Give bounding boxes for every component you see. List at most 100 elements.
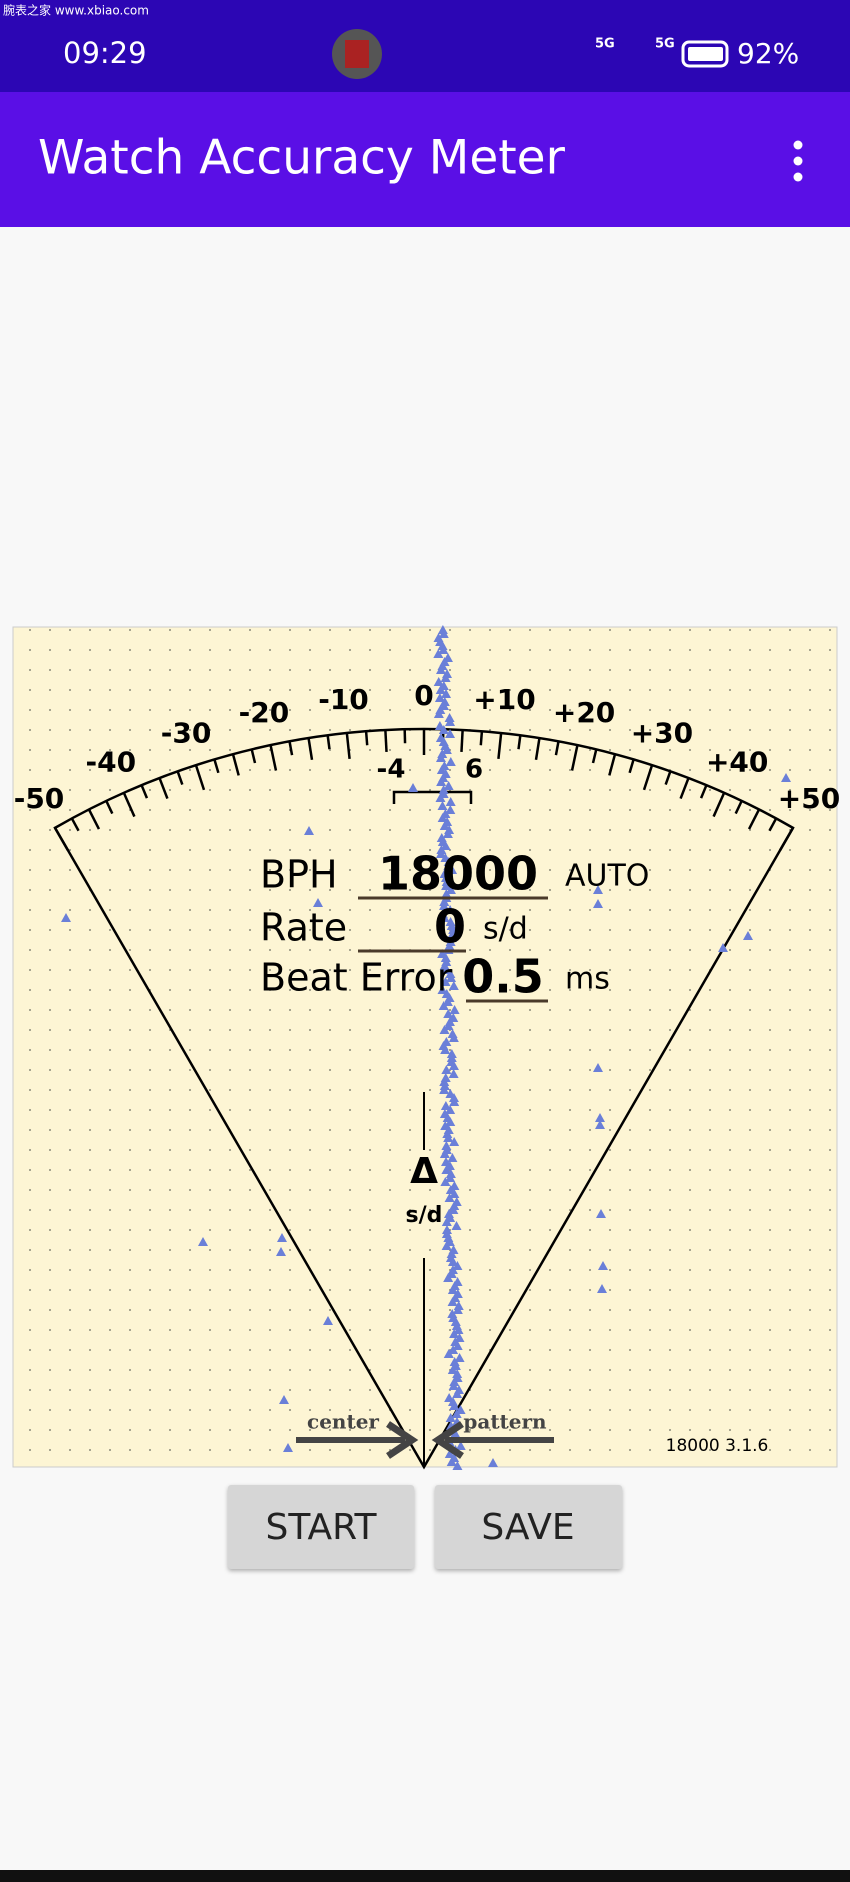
beat-mark bbox=[441, 689, 452, 698]
beat-mark bbox=[442, 997, 453, 1006]
beat-mark bbox=[442, 829, 453, 838]
beat-mark bbox=[439, 913, 450, 922]
beat-mark bbox=[279, 1395, 289, 1404]
beat-mark bbox=[440, 1045, 451, 1054]
scale-label: -30 bbox=[161, 717, 212, 750]
dial-tick bbox=[778, 827, 795, 852]
beat-mark bbox=[323, 1316, 333, 1325]
beat-mark bbox=[445, 1413, 456, 1422]
save-button[interactable]: SAVE bbox=[435, 1485, 622, 1569]
beat-mark bbox=[781, 773, 791, 782]
reading-value: 18000 bbox=[378, 847, 538, 901]
beat-mark bbox=[743, 931, 753, 940]
beat-mark bbox=[445, 1117, 456, 1126]
dial-tick bbox=[122, 792, 136, 818]
inner-bracket bbox=[392, 790, 473, 804]
beat-mark bbox=[445, 1169, 456, 1178]
beat-mark bbox=[437, 985, 448, 994]
button-label: SAVE bbox=[481, 1507, 574, 1548]
dial-tick bbox=[642, 764, 654, 791]
beat-mark bbox=[441, 1217, 452, 1226]
beat-mark bbox=[439, 1025, 450, 1034]
beat-mark bbox=[445, 717, 456, 726]
beat-mark bbox=[435, 849, 446, 858]
scale-label: -20 bbox=[239, 696, 290, 729]
dial-tick bbox=[176, 770, 184, 785]
dial-tick bbox=[628, 759, 635, 774]
beat-mark bbox=[439, 1077, 450, 1086]
scale-label: +30 bbox=[631, 717, 693, 750]
beat-mark bbox=[433, 649, 444, 658]
beat-mark bbox=[445, 1173, 456, 1182]
beat-mark bbox=[304, 826, 314, 835]
beat-mark bbox=[598, 1261, 608, 1270]
beat-mark bbox=[440, 1177, 451, 1186]
beat-mark bbox=[446, 1053, 457, 1062]
beat-mark bbox=[313, 898, 323, 907]
beat-mark bbox=[441, 1165, 452, 1174]
beat-mark bbox=[448, 1033, 459, 1042]
beat-mark bbox=[593, 899, 603, 908]
scale-label: -40 bbox=[86, 746, 137, 779]
beat-mark bbox=[447, 1153, 458, 1162]
beat-mark bbox=[595, 1120, 605, 1129]
scale-label: +10 bbox=[473, 683, 535, 716]
dial-tick bbox=[250, 749, 257, 764]
beat-mark bbox=[438, 645, 449, 654]
beat-mark bbox=[283, 1443, 293, 1452]
dial-tick bbox=[326, 735, 331, 750]
dial-tick bbox=[70, 817, 80, 832]
beat-mark bbox=[440, 841, 451, 850]
overflow-menu[interactable] bbox=[793, 140, 803, 182]
beat-mark bbox=[451, 1409, 462, 1418]
battery-level bbox=[688, 47, 723, 61]
network-label: 5G bbox=[595, 37, 615, 52]
beat-mark bbox=[449, 1377, 460, 1386]
beat-mark bbox=[442, 1129, 453, 1138]
dial-tick bbox=[554, 741, 560, 756]
beat-mark bbox=[448, 1069, 459, 1078]
reading-label: BPH bbox=[260, 853, 338, 897]
reading-unit: ms bbox=[565, 962, 610, 997]
beat-mark bbox=[449, 1137, 460, 1146]
beat-mark bbox=[452, 1341, 463, 1350]
beat-mark bbox=[452, 1389, 463, 1398]
labels: -50 -40 -30 -20 -10 0 +10 +20 +30 +40 +50 -4 6 bbox=[14, 679, 841, 815]
beat-mark bbox=[445, 905, 456, 914]
delta-symbol: Δ bbox=[410, 1151, 438, 1192]
beat-mark bbox=[448, 981, 459, 990]
notification-icon-inner bbox=[345, 40, 369, 68]
beat-mark bbox=[436, 845, 447, 854]
dial-tick bbox=[140, 784, 149, 799]
network-label: 5G bbox=[655, 37, 675, 52]
version: 18000 3.1.6 bbox=[666, 1436, 769, 1456]
dial-tick bbox=[534, 737, 541, 761]
beat-mark bbox=[440, 977, 451, 986]
beat-mark bbox=[447, 1285, 458, 1294]
dial-tick bbox=[497, 732, 503, 760]
beat-mark bbox=[444, 1449, 455, 1458]
beat-mark bbox=[443, 1349, 454, 1358]
beat-mark bbox=[452, 1461, 463, 1470]
beat-mark bbox=[443, 1273, 454, 1282]
start-button[interactable]: START bbox=[228, 1485, 414, 1569]
beat-mark bbox=[439, 1085, 450, 1094]
reading-unit: s/d bbox=[483, 912, 528, 947]
beat-mark bbox=[438, 1001, 449, 1010]
scale-label: +20 bbox=[553, 696, 615, 729]
dial-tick bbox=[364, 731, 369, 746]
beat-mark bbox=[443, 1133, 454, 1142]
dial-tick bbox=[213, 759, 220, 774]
beat-mark bbox=[449, 1189, 460, 1198]
beat-mark bbox=[439, 1081, 450, 1090]
beat-mark bbox=[448, 925, 459, 934]
beat-mark bbox=[446, 973, 457, 982]
beat-mark bbox=[277, 1233, 287, 1242]
dial-tick bbox=[734, 800, 743, 815]
dial-tick bbox=[105, 800, 114, 815]
beat-mark bbox=[435, 753, 446, 762]
dial-tick bbox=[345, 732, 351, 760]
beat-mark bbox=[446, 1249, 457, 1258]
beat-mark bbox=[437, 813, 448, 822]
dial-tick bbox=[712, 792, 726, 818]
